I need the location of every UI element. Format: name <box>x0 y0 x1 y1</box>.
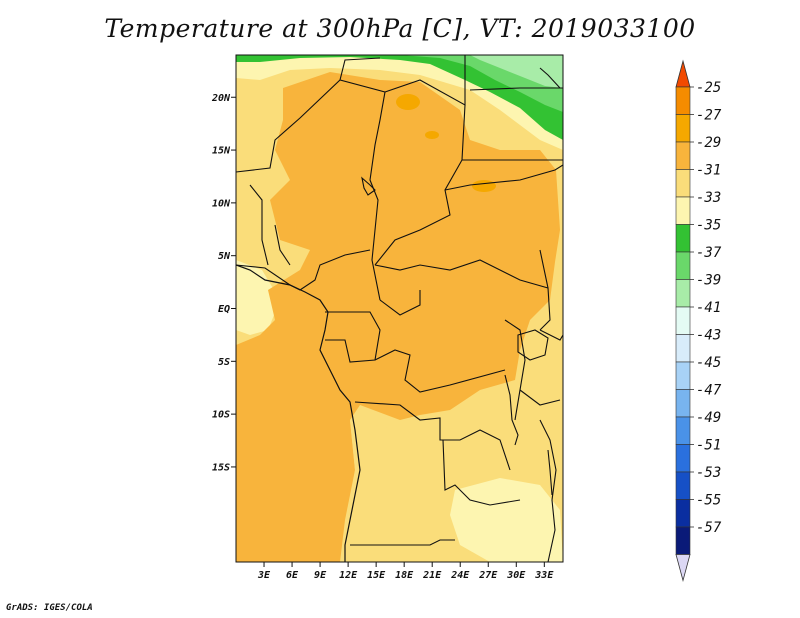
colorbar-swatch <box>675 306 691 335</box>
colorbar-swatch <box>675 251 691 280</box>
border-angola-namibia <box>350 539 455 546</box>
colorbar-label: -45 <box>696 355 721 371</box>
lat-tick-label: 15S <box>212 462 230 473</box>
border-sudan-east <box>444 164 563 191</box>
lat-tick-label: 5N <box>218 251 231 262</box>
plot-title: Temperature at 300hPa [C], VT: 201903310… <box>104 14 696 43</box>
colorbar-label: -41 <box>696 300 721 316</box>
credit-text: GrADS: IGES/COLA <box>6 603 93 613</box>
border-niger-chad <box>236 79 386 301</box>
shading-band-minus37-to-minus39 <box>236 55 563 112</box>
red-sea-coast <box>539 67 561 89</box>
latitude-axis: 20N 15N 10N 5N EQ 5S 10S 15S <box>211 93 236 473</box>
colorbar-swatch <box>675 471 691 500</box>
lon-tick-label: 3E <box>257 570 271 581</box>
colorbar-label: -29 <box>696 135 721 151</box>
colorbar-bottom-triangle <box>675 554 691 583</box>
border-chad-libya-egypt <box>384 55 466 106</box>
lon-tick-label: 15E <box>367 570 386 581</box>
border-algeria-libya <box>339 57 381 81</box>
colorbar-label: -33 <box>696 190 721 206</box>
border-tanzania <box>519 389 561 406</box>
lon-tick-label: 27E <box>478 570 498 581</box>
lake-victoria <box>517 329 549 361</box>
colorbar-label: -49 <box>696 410 721 426</box>
colorbar-swatch <box>675 444 691 473</box>
temperature-shading <box>236 55 563 562</box>
lake-malawi <box>547 449 553 496</box>
border-car-drc-north <box>374 259 549 289</box>
shading-blob-north <box>396 94 420 110</box>
colorbar-swatch <box>675 224 691 253</box>
colorbar-swatch <box>675 334 691 363</box>
colorbar-label: -27 <box>696 108 722 124</box>
lat-tick-label: 15N <box>212 146 231 157</box>
lon-tick-label: 12E <box>339 570 358 581</box>
country-borders <box>236 55 563 562</box>
coastline <box>236 264 361 562</box>
shading-band-minus35-to-minus37 <box>236 55 563 140</box>
colorbar-swatch <box>675 196 691 225</box>
lon-tick-label: 6E <box>286 570 299 581</box>
colorbar-label: -55 <box>696 493 721 509</box>
lon-tick-label: 33E <box>534 570 554 581</box>
border-drc-east <box>504 319 526 421</box>
shading-blob-north-2 <box>425 131 439 139</box>
lat-tick-label: 20N <box>211 93 231 104</box>
colorbar-label: -43 <box>696 328 721 344</box>
border-nigeria-cameroon <box>236 249 371 291</box>
colorbar-label: -25 <box>696 80 721 96</box>
colorbar-label: -31 <box>696 163 721 179</box>
colorbar-swatch <box>675 114 691 143</box>
colorbar-swatch <box>675 141 691 170</box>
colorbar-swatch <box>675 169 691 198</box>
border-angola-drc <box>354 401 511 471</box>
colorbar-label: -57 <box>696 520 722 536</box>
lon-tick-label: 30E <box>506 570 526 581</box>
border-malawi-mozambique <box>539 419 557 562</box>
lon-tick-label: 9E <box>314 570 327 581</box>
colorbar-swatch <box>675 361 691 390</box>
lake-chad <box>361 176 376 196</box>
border-kenya-uganda <box>539 329 563 341</box>
colorbar-swatch <box>675 389 691 418</box>
border-benin <box>274 224 291 266</box>
lat-tick-label: EQ <box>218 304 230 315</box>
colorbar-swatch <box>675 416 691 445</box>
border-south-sudan-east <box>539 249 551 331</box>
colorbar-label: -53 <box>696 465 721 481</box>
lon-tick-label: 24E <box>450 570 470 581</box>
shading-band-minus39-to-minus41 <box>470 55 563 88</box>
longitude-axis: 3E 6E 9E 12E 15E 18E 21E 24E 27E 30E 33E <box>257 562 554 581</box>
lat-tick-label: 5S <box>218 357 230 368</box>
lat-tick-label: 10S <box>212 410 230 421</box>
colorbar-label: -37 <box>696 245 722 261</box>
border-egypt-north <box>469 87 563 91</box>
shading-band-minus29-to-minus31 <box>236 72 560 562</box>
lat-tick-label: 10N <box>212 198 231 209</box>
colorbar-top-triangle <box>675 59 691 88</box>
colorbar: -25 -27 -29 -31 -33 -35 -37 -39 -41 -43 -45 -47 -49 -… <box>675 59 722 583</box>
shading-band-minus33-to-minus35 <box>450 478 563 562</box>
border-togo <box>249 184 269 266</box>
lon-tick-label: 18E <box>395 570 414 581</box>
shading-patch-coast <box>236 260 280 335</box>
colorbar-label: -47 <box>696 383 722 399</box>
border-angola-zambia <box>442 439 521 506</box>
colorbar-swatch <box>675 279 691 308</box>
colorbar-label: -39 <box>696 273 721 289</box>
colorbar-swatch <box>675 86 691 115</box>
colorbar-swatch <box>675 526 691 555</box>
border-drc-inner <box>374 349 506 393</box>
colorbar-label: -51 <box>696 438 721 454</box>
lake-tanganyika <box>504 374 519 446</box>
colorbar-label: -35 <box>696 218 721 234</box>
border-car-congo <box>379 290 421 316</box>
colorbar-swatch <box>675 499 691 528</box>
lon-tick-label: 21E <box>422 570 442 581</box>
shading-blob-east <box>472 180 496 192</box>
